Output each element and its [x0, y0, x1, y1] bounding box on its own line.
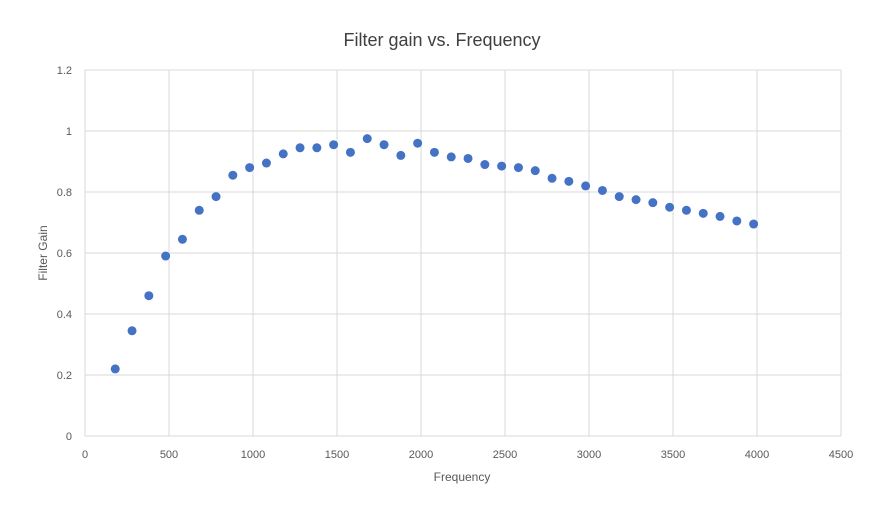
y-tick-label: 0.2: [57, 370, 72, 382]
x-tick-label: 1500: [325, 449, 349, 461]
x-tick-labels: 0 500 1000 1500 2000 2500 3000 3500 4000 4500: [82, 449, 853, 461]
data-point: [312, 143, 322, 153]
data-point: [177, 234, 187, 244]
data-point: [413, 138, 423, 148]
data-point: [211, 192, 221, 202]
data-point: [463, 153, 473, 163]
chart-title: Filter gain vs. Frequency: [343, 30, 540, 50]
data-point: [345, 147, 355, 157]
data-point: [732, 216, 742, 226]
x-tick-label: 0: [82, 449, 88, 461]
data-point: [110, 364, 120, 374]
data-point: [547, 173, 557, 183]
data-point: [161, 251, 171, 261]
x-tick-label: 2000: [409, 449, 433, 461]
y-tick-label: 1.2: [57, 65, 72, 77]
data-point: [665, 202, 675, 212]
x-tick-label: 2500: [493, 449, 517, 461]
y-tick-label: 0.4: [57, 309, 72, 321]
y-tick-labels: 0 0.2 0.4 0.6 0.8 1 1.2: [57, 65, 72, 443]
x-tick-label: 4000: [745, 449, 769, 461]
x-axis-title: Frequency: [434, 470, 491, 484]
data-point: [480, 160, 490, 170]
y-axis-title: Filter Gain: [36, 225, 50, 280]
data-point: [446, 152, 456, 162]
data-point: [429, 147, 439, 157]
data-point: [631, 195, 641, 205]
data-point: [530, 166, 540, 176]
data-point: [564, 176, 574, 186]
data-point: [681, 205, 691, 215]
data-point: [581, 181, 591, 191]
data-point: [144, 291, 154, 301]
x-tick-label: 1000: [241, 449, 265, 461]
gridlines: [84, 69, 842, 437]
data-point: [614, 192, 624, 202]
x-tick-label: 3500: [661, 449, 685, 461]
data-point: [261, 158, 271, 168]
data-point: [228, 170, 238, 180]
y-tick-label: 1: [66, 126, 72, 138]
data-point: [329, 140, 339, 150]
data-point: [278, 149, 288, 159]
x-tick-label: 3000: [577, 449, 601, 461]
data-point: [379, 140, 389, 150]
data-point: [362, 134, 372, 144]
y-tick-label: 0: [66, 431, 72, 443]
y-tick-label: 0.8: [57, 187, 72, 199]
data-point: [648, 198, 658, 208]
data-point: [497, 161, 507, 171]
data-point: [194, 205, 204, 215]
data-point: [245, 163, 255, 173]
data-point: [698, 208, 708, 218]
x-tick-label: 500: [160, 449, 178, 461]
data-point: [513, 163, 523, 173]
data-points: [110, 134, 759, 374]
x-tick-label: 4500: [829, 449, 853, 461]
data-point: [295, 143, 305, 153]
data-point: [715, 211, 725, 221]
data-point: [597, 185, 607, 195]
data-point: [396, 150, 406, 160]
data-point: [749, 219, 759, 229]
y-tick-label: 0.6: [57, 248, 72, 260]
data-point: [127, 326, 137, 336]
